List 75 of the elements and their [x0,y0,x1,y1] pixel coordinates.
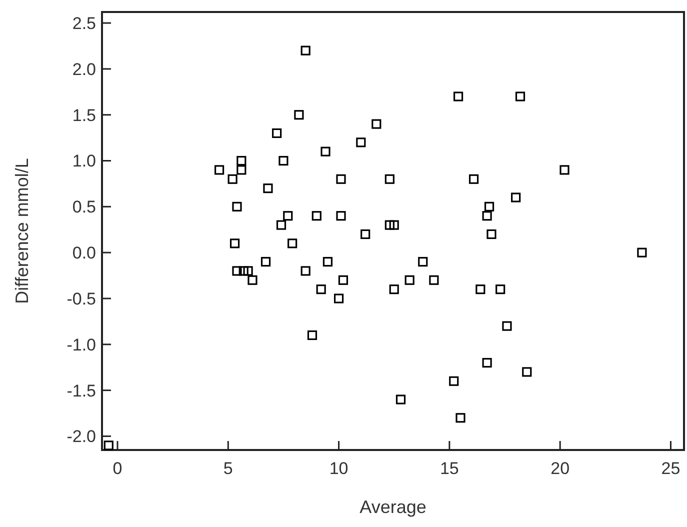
point [104,440,114,450]
point [278,156,288,166]
point [560,165,570,175]
x-tick-label: 10 [329,459,348,478]
point [316,284,326,294]
point [384,174,394,184]
point [482,211,492,221]
point [389,220,399,230]
point [312,211,322,221]
point [243,266,253,276]
point [389,284,399,294]
point [356,138,366,148]
y-tick-label: 1.5 [72,106,96,125]
x-tick-label: 20 [550,459,570,478]
point [288,238,298,248]
point [502,321,512,331]
y-tick-label: 0.5 [72,198,96,217]
point [496,284,506,294]
point [322,256,333,267]
point [320,146,330,156]
point [511,192,521,202]
point [429,275,439,285]
point [283,211,293,221]
point [338,275,348,285]
point [260,256,271,267]
x-tick-label: 0 [112,459,122,478]
point [515,92,526,102]
point [236,156,246,166]
point [404,275,414,285]
point [336,174,346,184]
x-tick-label: 25 [661,459,680,478]
point [482,358,492,368]
point [214,165,224,175]
point [276,220,286,230]
point [232,202,242,212]
point [238,266,248,276]
y-tick-label: 1.0 [72,152,96,171]
point [476,284,486,294]
point [453,92,464,102]
point [336,211,346,221]
y-tick-label: -2.0 [66,427,96,446]
point [449,376,459,386]
point [236,165,246,175]
point [228,174,238,184]
point [230,238,240,248]
y-tick-label: -1.5 [66,381,96,400]
point [522,367,532,377]
point [456,413,466,423]
point [396,394,406,404]
point [300,266,310,276]
point [307,330,318,340]
point [272,128,282,138]
point [484,202,494,212]
point [294,110,304,120]
y-tick-label: -1.0 [66,335,96,354]
x-axis-title: Average [360,497,426,517]
point [372,119,382,129]
point [384,220,394,230]
point [637,248,647,258]
point [300,46,310,56]
point [486,229,496,240]
y-tick-label: -0.5 [66,289,96,308]
point [263,184,273,194]
y-tick-label: 2.0 [72,60,96,79]
point [334,294,344,304]
point [248,275,258,285]
x-tick-label: 5 [223,459,233,478]
y-axis-title: Difference mmol/L [12,158,32,304]
point [418,256,428,267]
x-tick-label: 15 [440,459,459,478]
point [360,229,370,240]
y-tick-label: 0.0 [72,244,96,263]
y-tick-label: 2.5 [72,14,96,33]
point [232,266,242,276]
point [468,174,479,184]
